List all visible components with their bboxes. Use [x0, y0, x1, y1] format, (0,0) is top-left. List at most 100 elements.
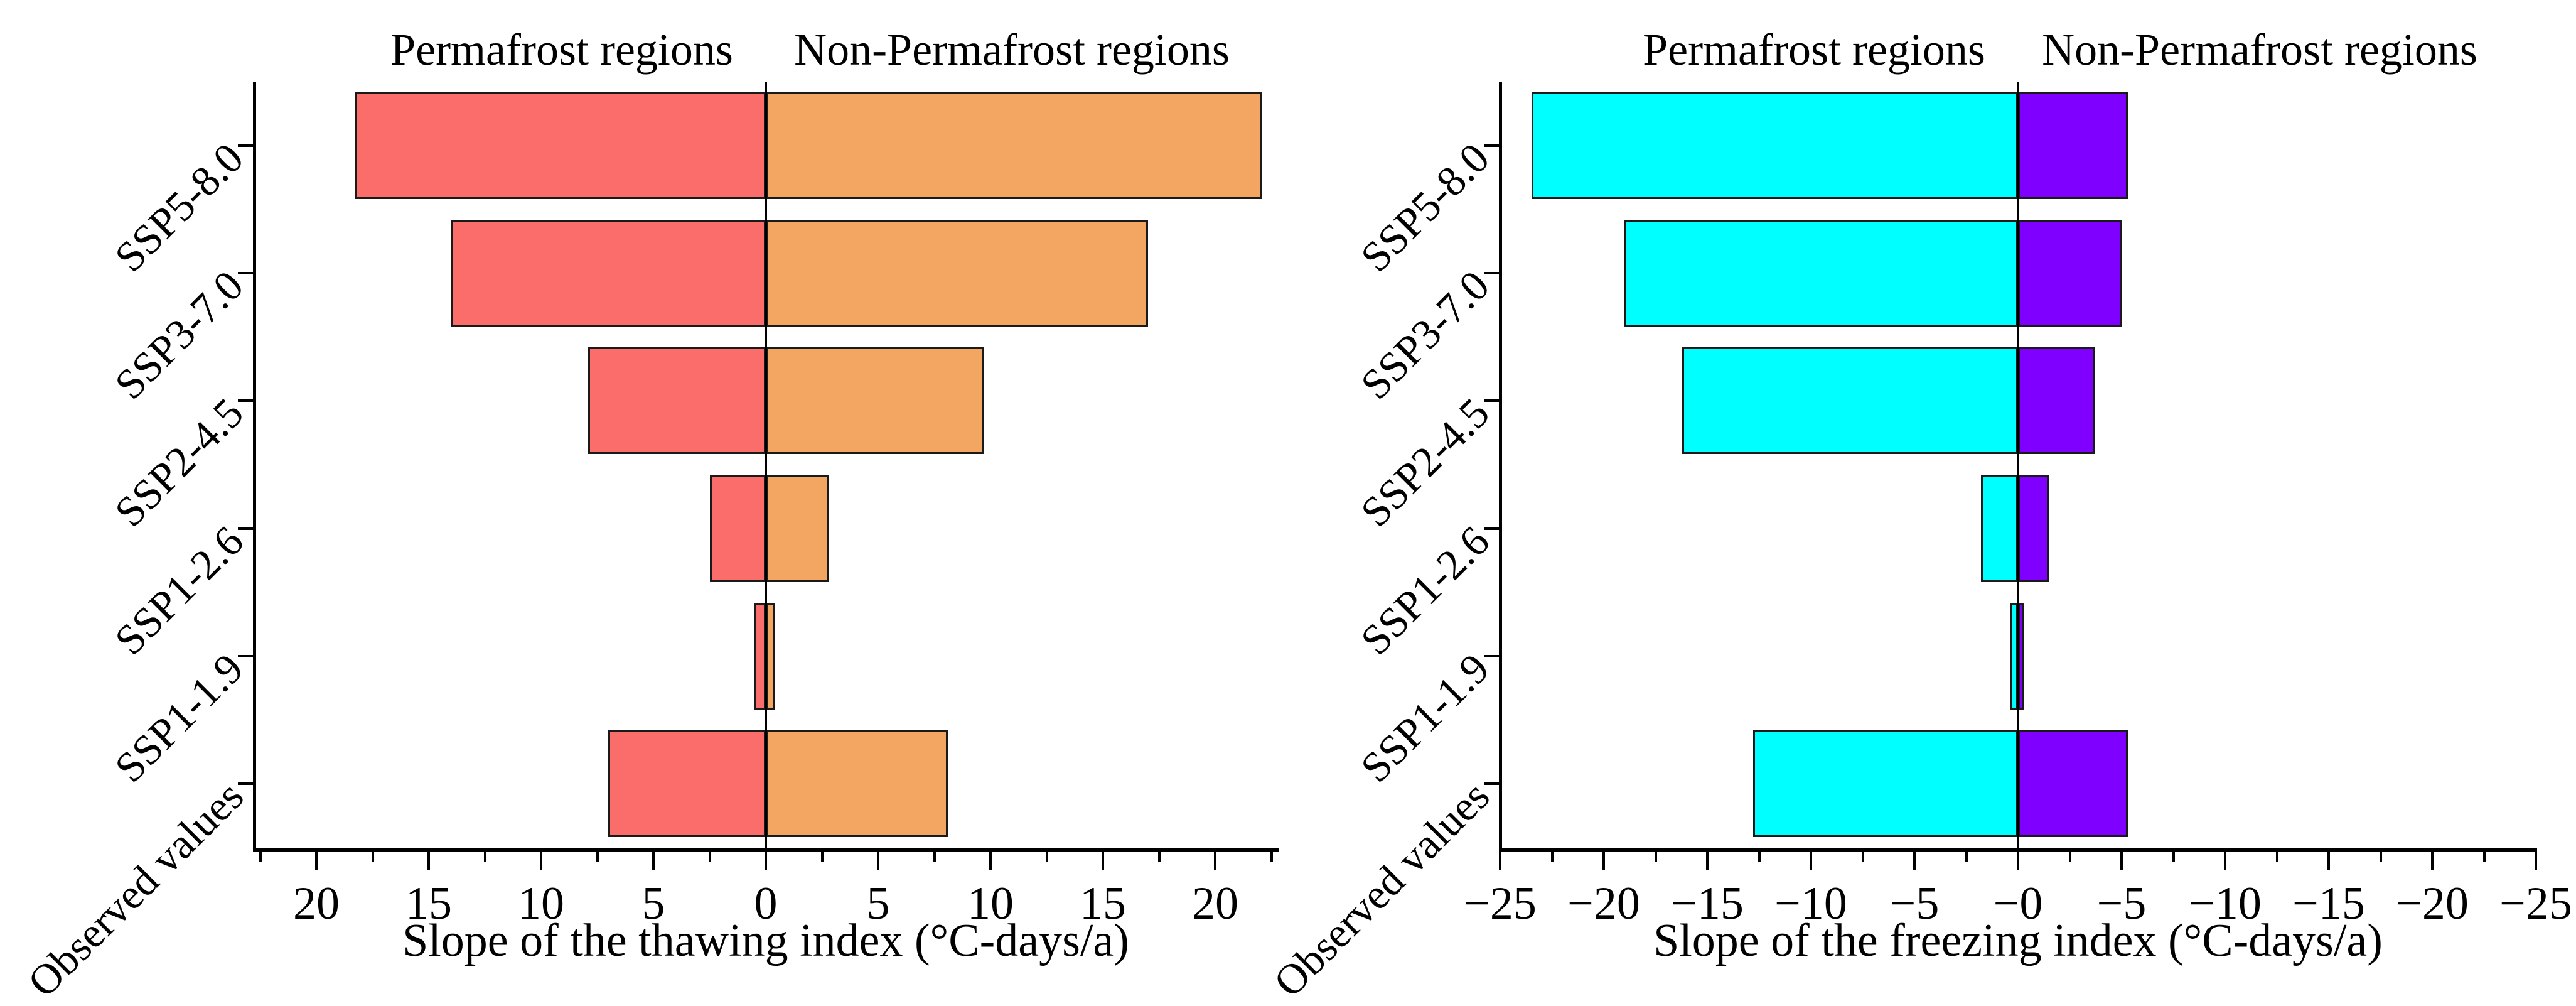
bar-non-permafrost: [2018, 92, 2128, 199]
x-major-tick: [2431, 852, 2434, 870]
x-major-tick: [427, 852, 430, 870]
y-axis-tick: [1484, 527, 1500, 530]
bar-permafrost: [1752, 730, 2018, 838]
x-tick-label: 10: [518, 878, 564, 929]
bar-permafrost: [709, 475, 766, 582]
x-tick-label: −20: [2396, 878, 2469, 929]
bar-permafrost: [1682, 347, 2018, 455]
y-axis-spine: [253, 82, 256, 848]
category-label: SSP2-4.5: [1351, 389, 1498, 536]
bar-permafrost: [588, 347, 766, 455]
x-tick-label: 5: [866, 878, 890, 929]
x-major-tick: [1913, 852, 1916, 870]
x-tick-label: −25: [1464, 878, 1537, 929]
y-axis-tick: [238, 655, 254, 657]
bar-permafrost: [608, 730, 766, 838]
x-major-tick: [2224, 852, 2226, 870]
category-label: SSP3-7.0: [105, 261, 252, 409]
x-tick-label: 0: [754, 878, 778, 929]
bar-permafrost: [451, 220, 766, 327]
x-major-tick: [1706, 852, 1709, 870]
x-major-tick: [2120, 852, 2123, 870]
category-label: SSP1-2.6: [105, 516, 252, 664]
category-label: Observed values: [1264, 772, 1498, 1006]
x-major-tick: [2327, 852, 2330, 870]
y-axis-tick: [238, 782, 254, 786]
y-axis-tick: [238, 399, 254, 403]
x-tick-label: 10: [967, 878, 1014, 929]
y-axis-tick: [238, 144, 254, 147]
x-minor-tick: [708, 852, 711, 862]
x-tick-label: −5: [1889, 878, 1940, 929]
x-minor-tick: [371, 852, 374, 862]
bar-non-permafrost: [766, 603, 775, 710]
bar-permafrost: [2009, 603, 2018, 710]
x-major-tick: [652, 852, 655, 870]
x-tick-label: 5: [641, 878, 665, 929]
bar-non-permafrost: [2018, 475, 2049, 582]
bar-permafrost: [1531, 92, 2018, 199]
x-major-tick: [989, 852, 992, 870]
x-axis-title: Slope of the thawing index (°C-days/a): [402, 915, 1129, 966]
bar-permafrost: [354, 92, 766, 199]
x-tick-label: −25: [2499, 878, 2572, 929]
permafrost-regions-header: Permafrost regions: [390, 24, 733, 75]
x-major-tick: [2017, 852, 2019, 870]
category-label: SSP1-1.9: [1351, 644, 1498, 792]
x-tick-label: −10: [2189, 878, 2262, 929]
x-minor-tick: [2068, 852, 2071, 862]
x-major-tick: [877, 852, 879, 870]
x-minor-tick: [820, 852, 824, 862]
x-minor-tick: [2482, 852, 2486, 862]
x-tick-label: 20: [293, 878, 340, 929]
x-tick-label: 15: [1080, 878, 1126, 929]
x-minor-tick: [2275, 852, 2278, 862]
x-axis-title: Slope of the freezing index (°C-days/a): [1653, 915, 2383, 966]
x-tick-label: −15: [1671, 878, 1744, 929]
y-axis-tick: [1484, 399, 1500, 403]
y-axis-tick: [1484, 655, 1500, 657]
category-label: SSP2-4.5: [105, 389, 252, 536]
x-major-tick: [315, 852, 318, 870]
category-label: SSP3-7.0: [1351, 261, 1498, 409]
bar-non-permafrost: [766, 220, 1148, 327]
zero-baseline: [2017, 82, 2019, 852]
x-minor-tick: [1270, 852, 1273, 862]
bar-permafrost: [754, 603, 766, 710]
x-minor-tick: [259, 852, 262, 862]
y-axis-tick: [1484, 144, 1500, 147]
x-tick-label: 15: [405, 878, 452, 929]
x-major-tick: [540, 852, 542, 870]
x-minor-tick: [1550, 852, 1554, 862]
y-axis-tick: [238, 272, 254, 274]
x-tick-label: −20: [1567, 878, 1640, 929]
bar-non-permafrost: [2018, 603, 2024, 710]
x-minor-tick: [483, 852, 486, 862]
x-minor-tick: [933, 852, 936, 862]
x-tick-label: −0: [1993, 878, 2043, 929]
x-axis-line: [1499, 848, 2537, 852]
category-label: SSP5-8.0: [1351, 133, 1498, 281]
category-label: SSP1-2.6: [1351, 516, 1498, 664]
x-major-tick: [765, 852, 767, 870]
y-axis-tick: [1484, 272, 1500, 274]
y-axis-spine: [1499, 82, 1502, 848]
x-minor-tick: [1654, 852, 1657, 862]
non-permafrost-regions-header: Non-Permafrost regions: [2042, 24, 2477, 75]
x-tick-label: −15: [2292, 878, 2365, 929]
x-tick-label: −5: [2096, 878, 2147, 929]
x-minor-tick: [1758, 852, 1761, 862]
x-minor-tick: [1861, 852, 1864, 862]
x-minor-tick: [1965, 852, 1968, 862]
x-minor-tick: [1045, 852, 1048, 862]
category-label: SSP5-8.0: [105, 133, 252, 281]
bar-permafrost: [1624, 220, 2018, 327]
y-axis-tick: [238, 527, 254, 530]
bar-non-permafrost: [766, 347, 984, 455]
zero-baseline: [765, 82, 767, 852]
y-axis-tick: [1484, 782, 1500, 786]
x-major-tick: [1499, 852, 1501, 870]
